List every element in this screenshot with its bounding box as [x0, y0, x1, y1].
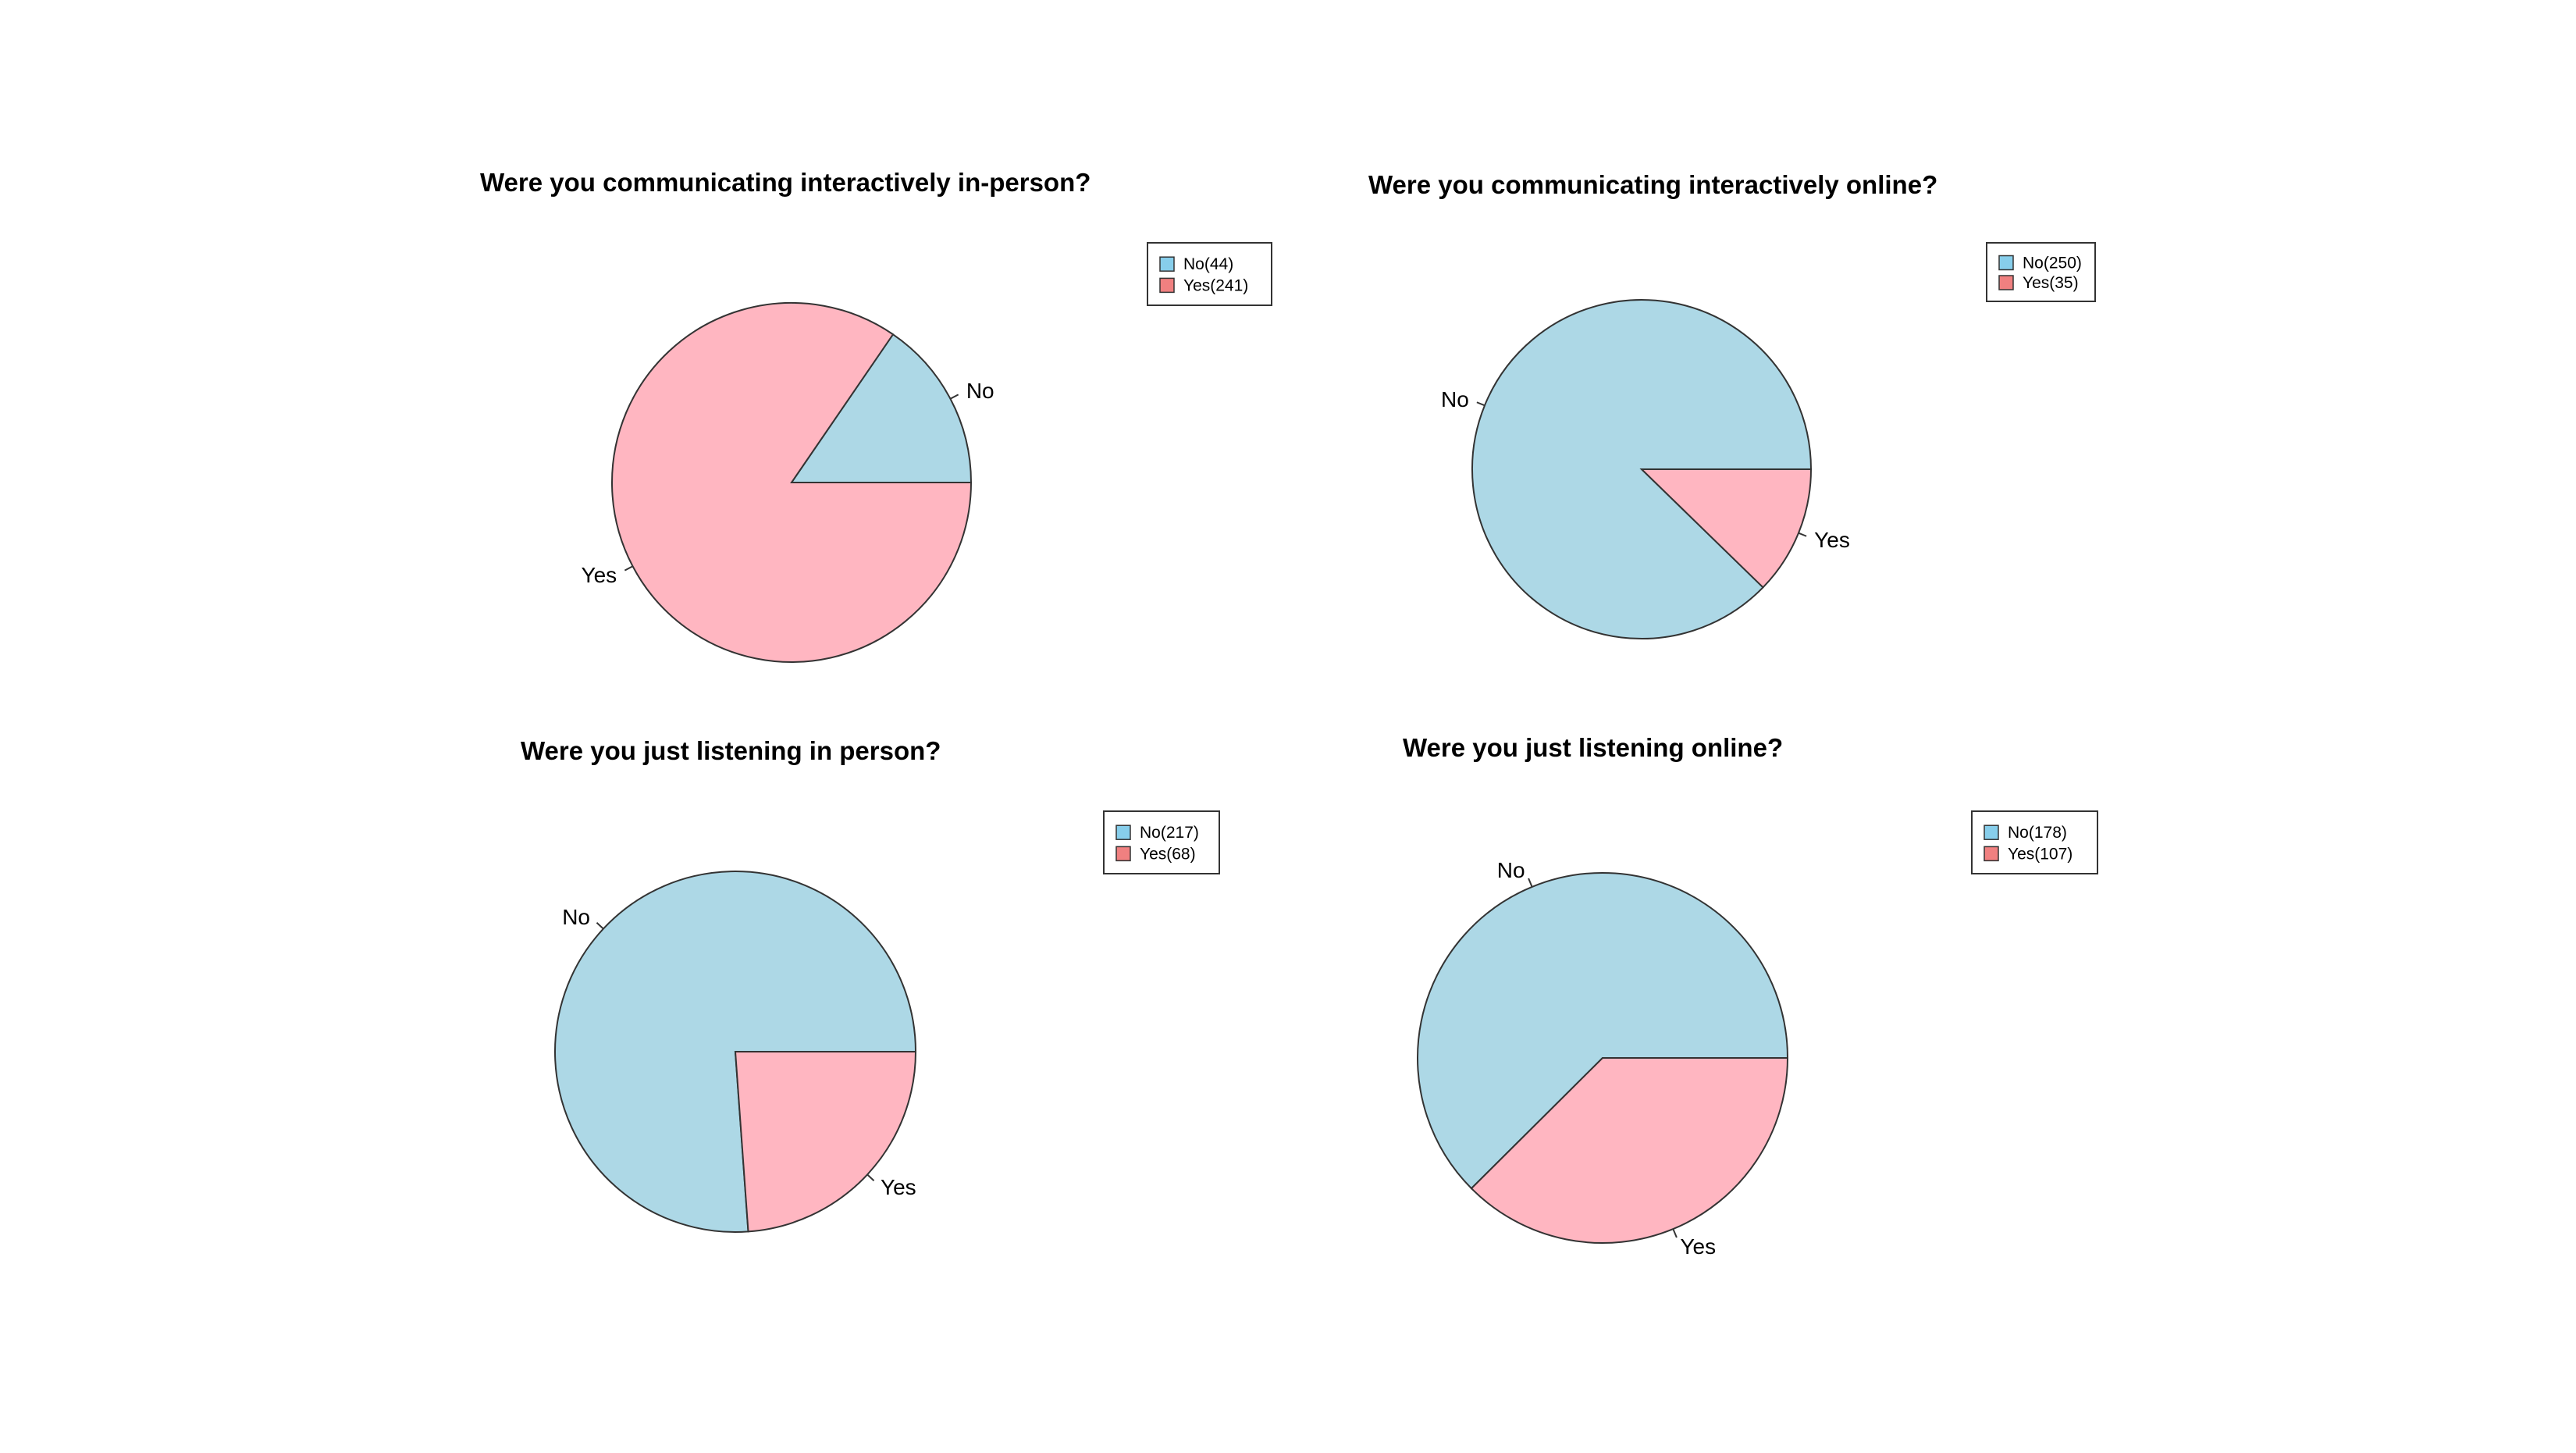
legend-entry-yes: Yes(107) [2008, 845, 2073, 863]
pie-chart-2: Were you communicating interactively onl… [1368, 170, 2096, 639]
pie-chart-1: Were you communicating interactively in-… [480, 168, 1272, 663]
legend-swatch-yes [1115, 846, 1131, 862]
legend-entry-no: No(217) [1140, 824, 1199, 842]
legend-box [1971, 810, 2098, 874]
chart-legend: No(178) Yes(107) [1971, 810, 2098, 874]
slice-label-yes: Yes [581, 563, 617, 587]
pie-slice-yes [611, 302, 973, 663]
chart-title: Were you communicating interactively in-… [480, 168, 1091, 197]
slice-label-no: No [966, 379, 994, 403]
chart-title: Were you communicating interactively onl… [1368, 170, 1937, 199]
pie-slice-no [790, 333, 973, 483]
pie-slice-yes [1639, 468, 1813, 589]
legend-swatch-yes [1159, 277, 1175, 294]
pie-slice-no [1417, 872, 1789, 1190]
legend-swatch-no [1984, 824, 1999, 840]
legend-swatch-yes [1984, 846, 1999, 862]
slice-leader-yes [624, 565, 633, 572]
slice-label-no: No [1441, 387, 1469, 411]
legend-entry-no: No(44) [1183, 255, 1233, 273]
slice-label-no: No [562, 905, 590, 929]
slice-leader-no [1528, 878, 1533, 888]
chart-title: Were you just listening in person? [521, 736, 941, 765]
legend-box [1986, 242, 2096, 302]
slice-leader-no [596, 922, 604, 930]
slice-label-yes: Yes [1680, 1234, 1716, 1259]
slice-label-yes: Yes [881, 1175, 916, 1199]
slice-leader-yes [1798, 532, 1807, 537]
slice-leader-yes [866, 1173, 875, 1181]
legend-swatch-no [1115, 824, 1131, 840]
pie-slice-yes [734, 1051, 917, 1233]
legend-swatch-no [1159, 256, 1175, 272]
chart-legend: No(44) Yes(241) [1147, 242, 1272, 306]
legend-entry-no: No(250) [2023, 255, 2082, 272]
slice-leader-yes [1672, 1228, 1678, 1238]
legend-box [1147, 242, 1272, 306]
legend-entry-yes: Yes(35) [2023, 274, 2079, 292]
chart-legend: No(250) Yes(35) [1986, 242, 2096, 302]
pie-chart-4: Were you just listening online? No Yes No(1… [1403, 733, 2098, 1259]
slice-label-yes: Yes [1814, 528, 1850, 552]
legend-entry-yes: Yes(241) [1183, 276, 1248, 294]
legend-swatch-yes [1998, 275, 2014, 290]
pie-chart-3: Were you just listening in person? No Yes N… [521, 736, 1220, 1233]
chart-legend: No(217) Yes(68) [1103, 810, 1220, 874]
legend-swatch-no [1998, 255, 2014, 271]
legend-entry-yes: Yes(68) [1140, 845, 1196, 863]
slice-leader-no [950, 394, 959, 400]
slice-leader-no [1476, 401, 1485, 407]
chart-title: Were you just listening online? [1403, 733, 1783, 762]
legend-entry-no: No(178) [2008, 824, 2067, 842]
legend-box [1103, 810, 1220, 874]
slice-label-no: No [1497, 858, 1525, 882]
